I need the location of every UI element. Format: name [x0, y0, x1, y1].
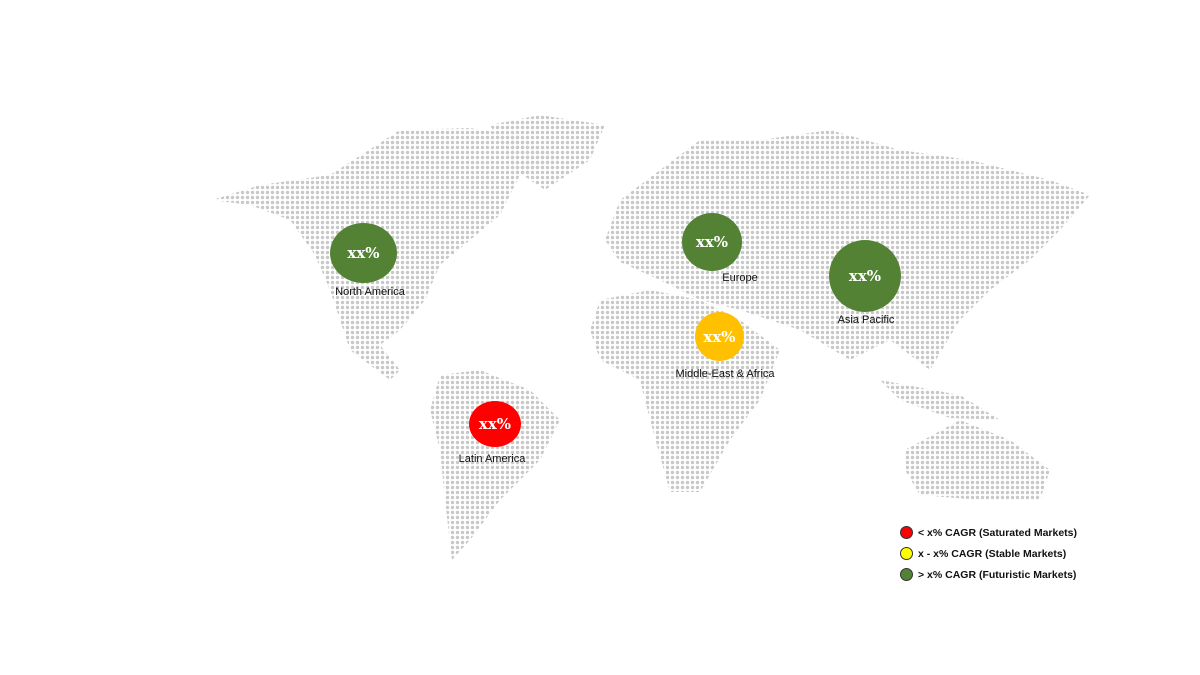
north-america-bubble: xx%	[330, 223, 397, 283]
australia-landmass	[905, 420, 1050, 500]
greenland-landmass	[490, 115, 605, 190]
south-america-landmass	[430, 370, 560, 560]
legend: < x% CAGR (Saturated Markets) x - x% CAG…	[900, 522, 1077, 585]
legend-item-saturated: < x% CAGR (Saturated Markets)	[900, 522, 1077, 543]
middle-east-africa-bubble: xx%	[695, 312, 744, 361]
europe-bubble: xx%	[682, 213, 742, 271]
africa-landmass	[590, 290, 780, 492]
legend-label: x - x% CAGR (Stable Markets)	[918, 547, 1067, 560]
green-circle-icon	[900, 568, 913, 581]
legend-label: < x% CAGR (Saturated Markets)	[918, 526, 1078, 539]
latin-america-bubble: xx%	[469, 401, 521, 447]
legend-label: > x% CAGR (Futuristic Markets)	[918, 568, 1077, 581]
asia-pacific-label: Asia Pacific	[837, 314, 895, 326]
europe-label: Europe	[722, 272, 758, 284]
southeast-asia-islands	[880, 380, 1000, 420]
yellow-circle-icon	[900, 547, 913, 560]
north-america-label: North America	[335, 286, 405, 298]
legend-item-futuristic: > x% CAGR (Futuristic Markets)	[900, 564, 1077, 585]
middle-east-africa-label: Middle-East & Africa	[675, 368, 775, 380]
latin-america-label: Latin America	[458, 453, 526, 465]
asia-pacific-bubble: xx%	[829, 240, 901, 312]
red-circle-icon	[900, 526, 913, 539]
legend-item-stable: x - x% CAGR (Stable Markets)	[900, 543, 1077, 564]
